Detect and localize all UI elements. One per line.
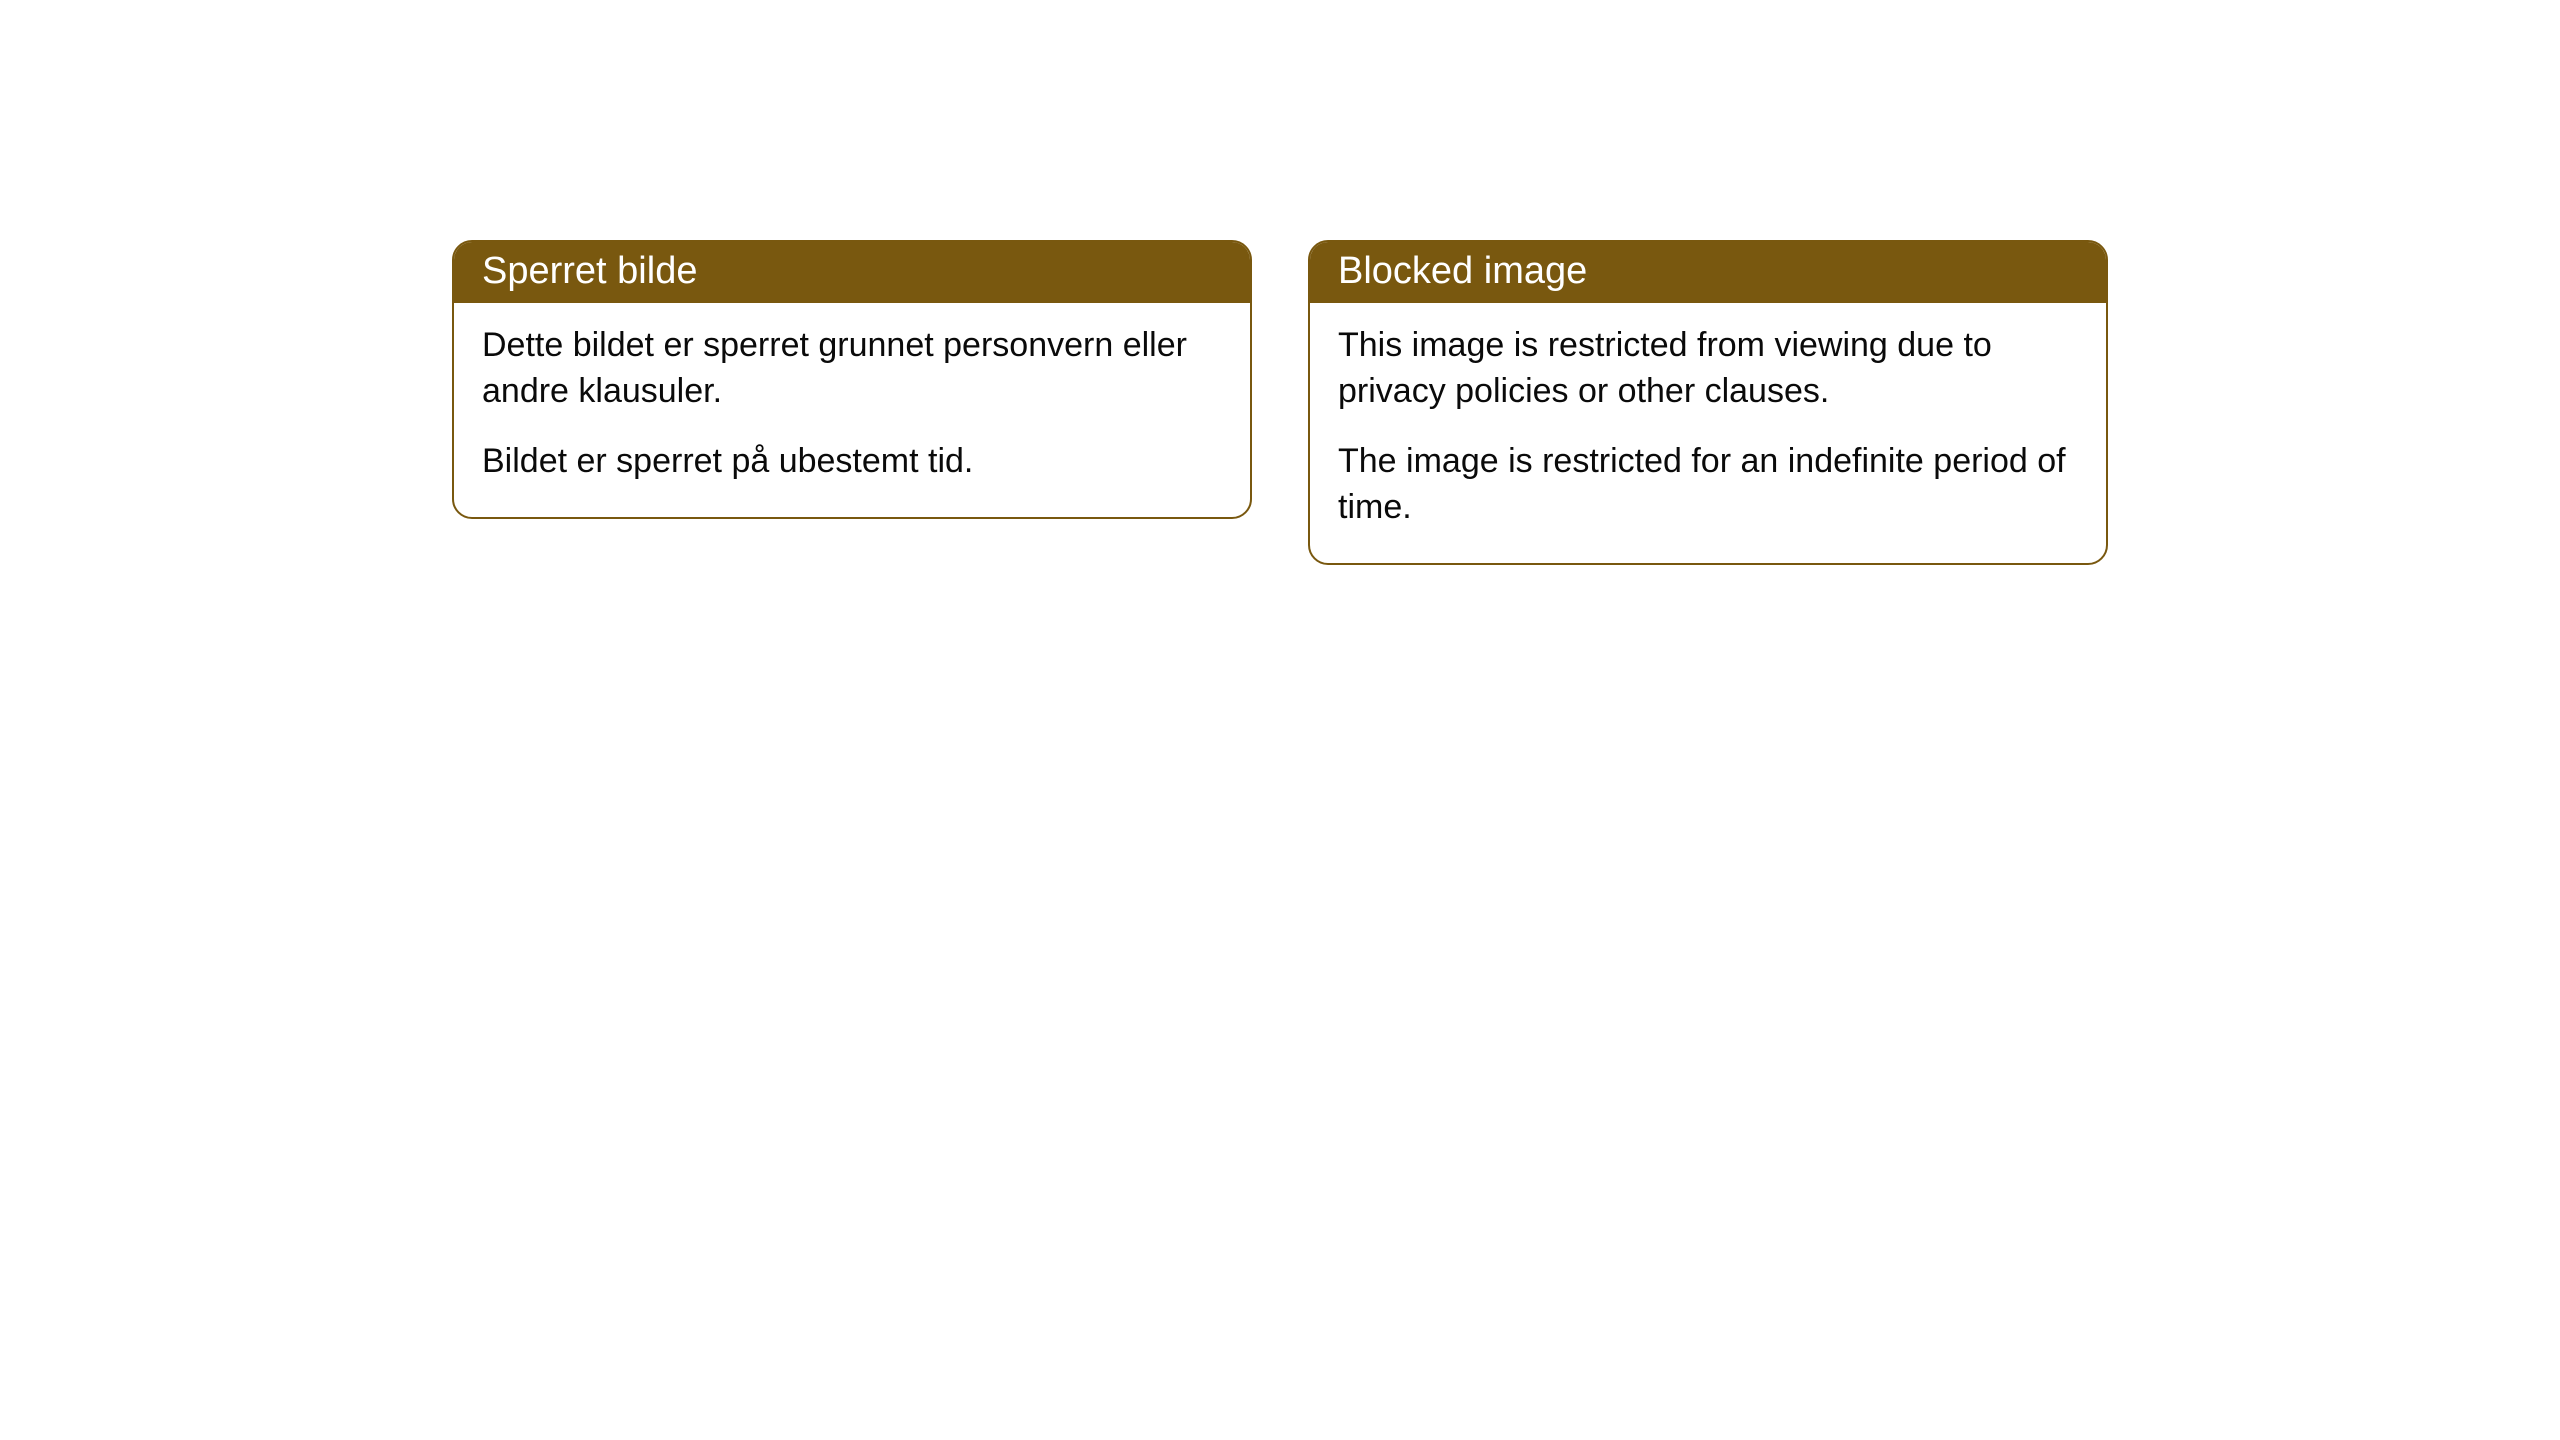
card-title-no: Sperret bilde (482, 250, 697, 292)
blocked-image-card-no: Sperret bilde Dette bildet er sperret gr… (452, 240, 1252, 519)
card-text-no-2: Bildet er sperret på ubestemt tid. (482, 439, 1222, 485)
card-text-no-1: Dette bildet er sperret grunnet personve… (482, 323, 1222, 415)
card-body-no: Dette bildet er sperret grunnet personve… (454, 303, 1250, 517)
card-title-en: Blocked image (1338, 250, 1587, 292)
card-text-en-2: The image is restricted for an indefinit… (1338, 439, 2078, 531)
card-header-en: Blocked image (1310, 242, 2106, 303)
blocked-image-card-en: Blocked image This image is restricted f… (1308, 240, 2108, 565)
card-text-en-1: This image is restricted from viewing du… (1338, 323, 2078, 415)
card-header-no: Sperret bilde (454, 242, 1250, 303)
card-body-en: This image is restricted from viewing du… (1310, 303, 2106, 563)
